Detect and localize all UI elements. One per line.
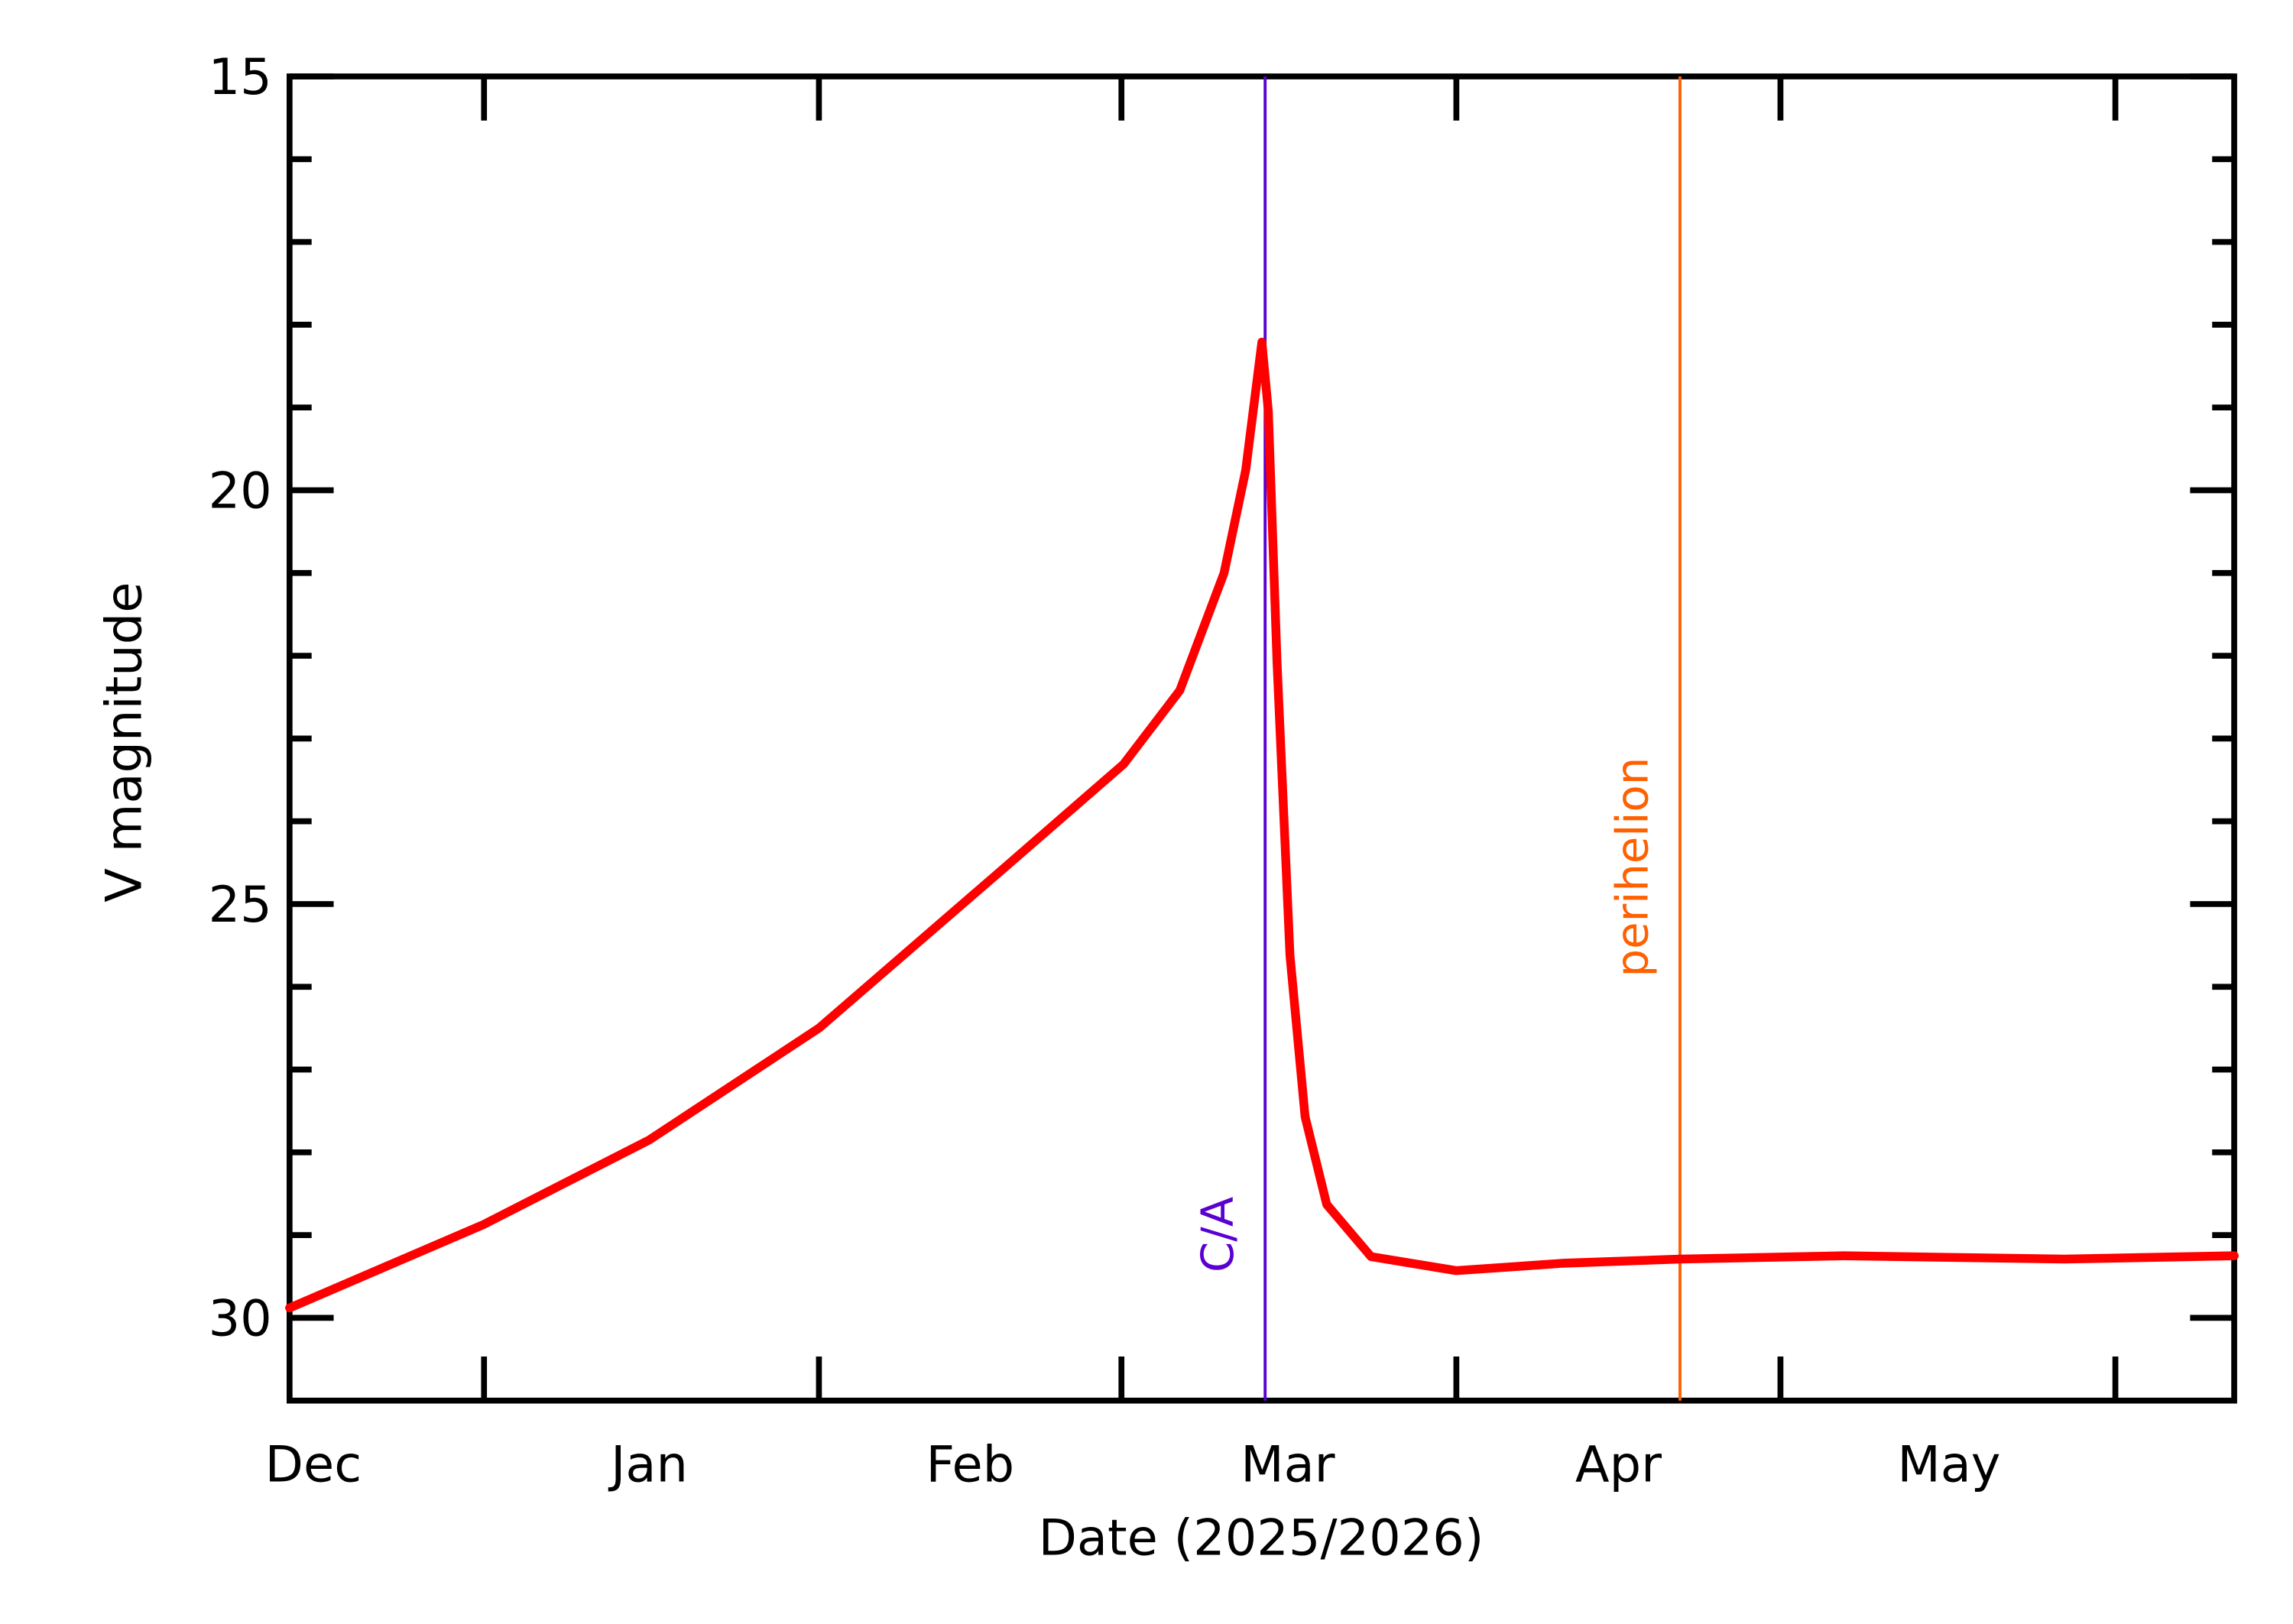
x-tick-label: May	[1897, 1435, 2000, 1493]
y-tick-label: 25	[209, 876, 272, 934]
x-tick-label: Dec	[265, 1435, 362, 1493]
event-label: C/A	[1192, 1197, 1244, 1272]
y-tick-label: 20	[209, 462, 272, 520]
x-tick-label: Jan	[608, 1435, 688, 1493]
x-axis-title: Date (2025/2026)	[1039, 1509, 1484, 1567]
plot-frame	[287, 73, 2237, 1404]
data-line	[285, 337, 2239, 1313]
y-tick-label: 15	[209, 48, 272, 106]
y-axis-title: V magnitude	[96, 582, 154, 903]
x-tick-label: Mar	[1241, 1435, 1335, 1493]
x-tick-label: Apr	[1575, 1435, 1662, 1493]
event-label: perihelion	[1607, 757, 1659, 977]
y-tick-label: 30	[209, 1289, 272, 1347]
x-tick-label: Feb	[926, 1435, 1014, 1493]
